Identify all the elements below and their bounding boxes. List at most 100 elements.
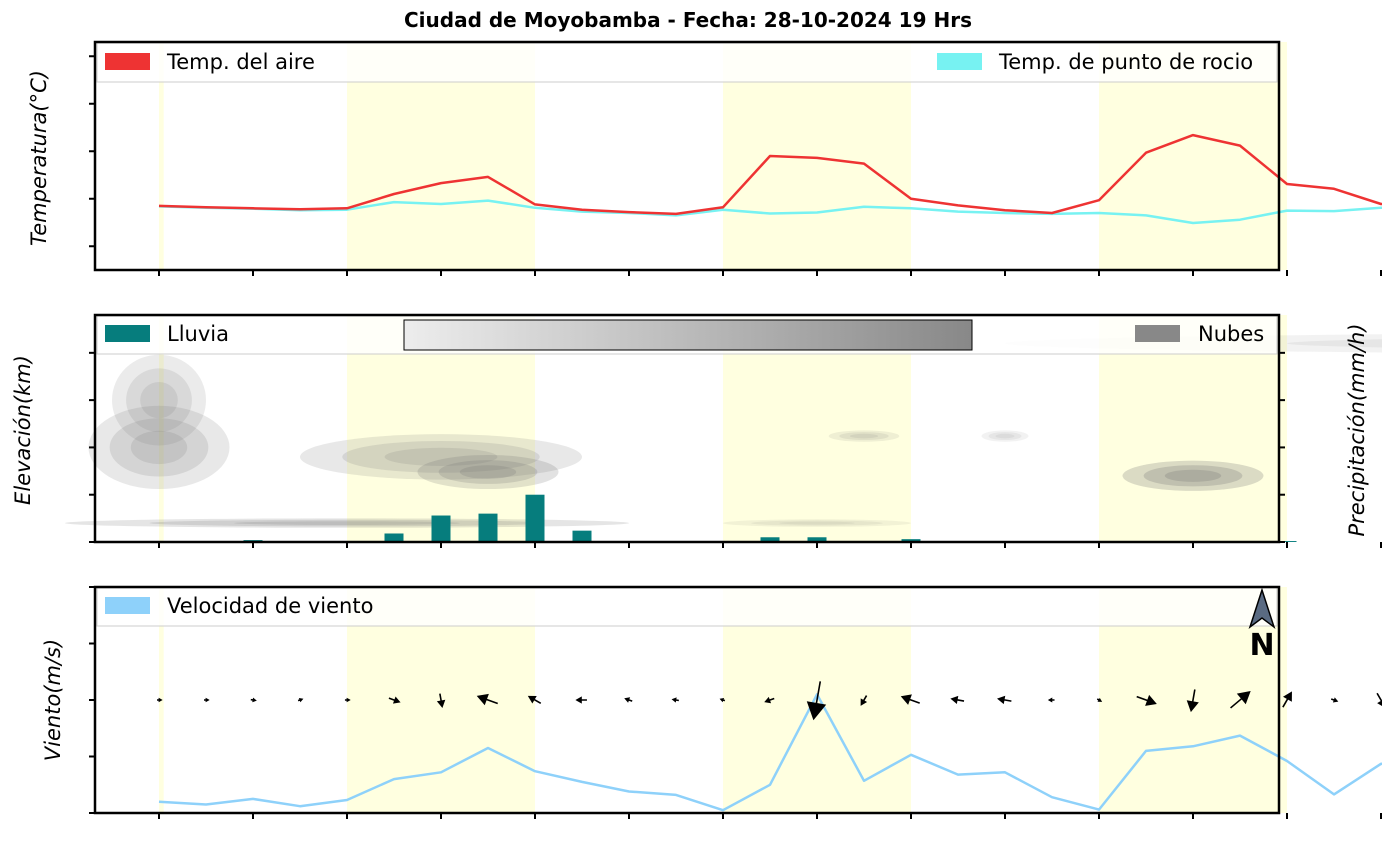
wind-frame — [93, 585, 1281, 815]
wind-arrow — [1096, 697, 1103, 702]
cloud-contour — [849, 433, 879, 439]
daylight-band — [159, 42, 164, 270]
air-temp-legend-swatch — [105, 53, 150, 70]
cloud-contour — [1122, 460, 1264, 491]
cloud-contour — [417, 454, 559, 490]
temperature-legend-box — [96, 42, 1278, 83]
cloud-contour — [109, 418, 209, 477]
wind-arrow — [157, 697, 163, 703]
wind-arrow — [436, 693, 446, 708]
rain-bar — [431, 515, 451, 542]
north-arrow-icon — [1248, 587, 1276, 630]
cloud-contour — [1143, 465, 1243, 487]
precipitation-frame — [93, 313, 1281, 544]
wind-arrow — [671, 697, 679, 703]
wind-arrow — [1282, 691, 1292, 708]
wind-y-label: Viento(m/s) — [41, 639, 65, 761]
wind-arrow — [764, 696, 775, 704]
rain-legend-swatch — [105, 325, 150, 342]
air-temp-legend-label: Temp. del aire — [166, 50, 315, 74]
wind-x-ticks — [158, 813, 1382, 819]
cloud-contour — [839, 432, 889, 441]
rain-bar — [760, 537, 780, 542]
cloud-contour — [751, 520, 883, 526]
cloud-colorbar — [403, 319, 973, 351]
wind-arrow — [575, 696, 587, 704]
rain-bar — [807, 537, 827, 542]
wind-legend: Velocidad de viento — [96, 587, 1278, 627]
north-arrow: N — [1248, 587, 1276, 663]
temperature-legend: Temp. del aire Temp. de punto de rocio — [96, 42, 1278, 83]
cloud-cover-field — [65, 334, 1382, 528]
cloud-legend-label: Nubes — [1198, 322, 1264, 346]
wind-speed-line — [158, 693, 1382, 812]
temperature-series — [158, 133, 1382, 225]
wind-arrow — [1136, 694, 1157, 706]
cloud-contour — [342, 440, 540, 473]
cloud-contour — [126, 368, 192, 432]
cloud-contour — [140, 381, 178, 419]
cloud-contour — [981, 430, 1029, 442]
wind-speed-series — [158, 693, 1382, 812]
temperature-x-ticks — [158, 270, 1382, 276]
rain-bars — [243, 494, 1297, 542]
cloud-contour — [1164, 469, 1222, 482]
precipitation-x-ticks — [158, 542, 1382, 548]
wind-arrow — [388, 696, 401, 704]
dew-point-legend-swatch — [937, 53, 982, 70]
cloud-contour — [828, 430, 900, 442]
daylight-band — [159, 315, 164, 542]
rain-bar — [478, 513, 498, 542]
cloud-legend-swatch — [1135, 325, 1180, 342]
cloud-contour — [130, 430, 188, 465]
wind-arrow — [1230, 691, 1251, 709]
elevation-y-label: Elevación(km) — [11, 355, 35, 505]
cloud-contour — [112, 354, 206, 446]
cloud-contour — [384, 447, 498, 466]
temperature-panel: Temp. del aire Temp. de punto de rocio T… — [27, 40, 1382, 276]
cloud-contour — [88, 405, 230, 490]
wind-arrow — [250, 697, 257, 703]
precipitation-panel: Lluvia Nubes Elevación(km) Precipitación… — [11, 313, 1382, 548]
wind-legend-label: Velocidad de viento — [167, 594, 373, 618]
wind-arrow — [624, 697, 633, 703]
cloud-contour — [438, 460, 538, 484]
dew-point-line — [158, 199, 1382, 225]
cloud-contour — [300, 434, 582, 480]
cloud-contour — [988, 432, 1022, 441]
air-temp-line — [158, 133, 1382, 216]
temperature-frame — [93, 40, 1281, 272]
wind-legend-box — [96, 587, 1278, 627]
rain-bar — [525, 494, 545, 542]
wind-arrow — [900, 694, 920, 705]
chart-title: Ciudad de Moyobamba - Fecha: 28-10-2024 … — [404, 8, 972, 32]
cloud-contour — [779, 521, 855, 525]
wind-arrow — [297, 698, 304, 703]
cloud-contour — [723, 519, 911, 527]
cloud-contour — [459, 465, 517, 479]
wind-arrow — [997, 695, 1012, 705]
wind-panel: Velocidad de viento N Viento(m/s) — [41, 585, 1382, 819]
wind-arrow — [806, 681, 827, 721]
wind-arrow — [1047, 697, 1055, 703]
rain-bar — [901, 539, 921, 542]
dew-point-legend-label: Temp. de punto de rocio — [998, 50, 1253, 74]
cloud-contour — [995, 433, 1015, 439]
rain-bar — [384, 533, 404, 542]
wind-arrow — [1376, 692, 1382, 709]
north-label: N — [1249, 628, 1274, 663]
wind-arrow — [204, 697, 210, 703]
rain-bar — [1277, 541, 1297, 542]
rain-legend-label: Lluvia — [167, 322, 229, 346]
temperature-y-label: Temperatura(°C) — [27, 70, 51, 246]
wind-arrow — [1186, 689, 1199, 713]
wind-legend-swatch — [105, 597, 150, 614]
wind-arrow — [950, 695, 965, 704]
precipitation-y-label: Precipitación(mm/h) — [1345, 323, 1369, 536]
wind-arrow — [344, 697, 351, 703]
wind-arrow — [860, 695, 868, 706]
rain-bar — [572, 530, 592, 542]
cloud-colorbar-gradient — [403, 319, 973, 351]
wind-arrow — [476, 693, 498, 706]
cloud-contour — [234, 521, 460, 525]
